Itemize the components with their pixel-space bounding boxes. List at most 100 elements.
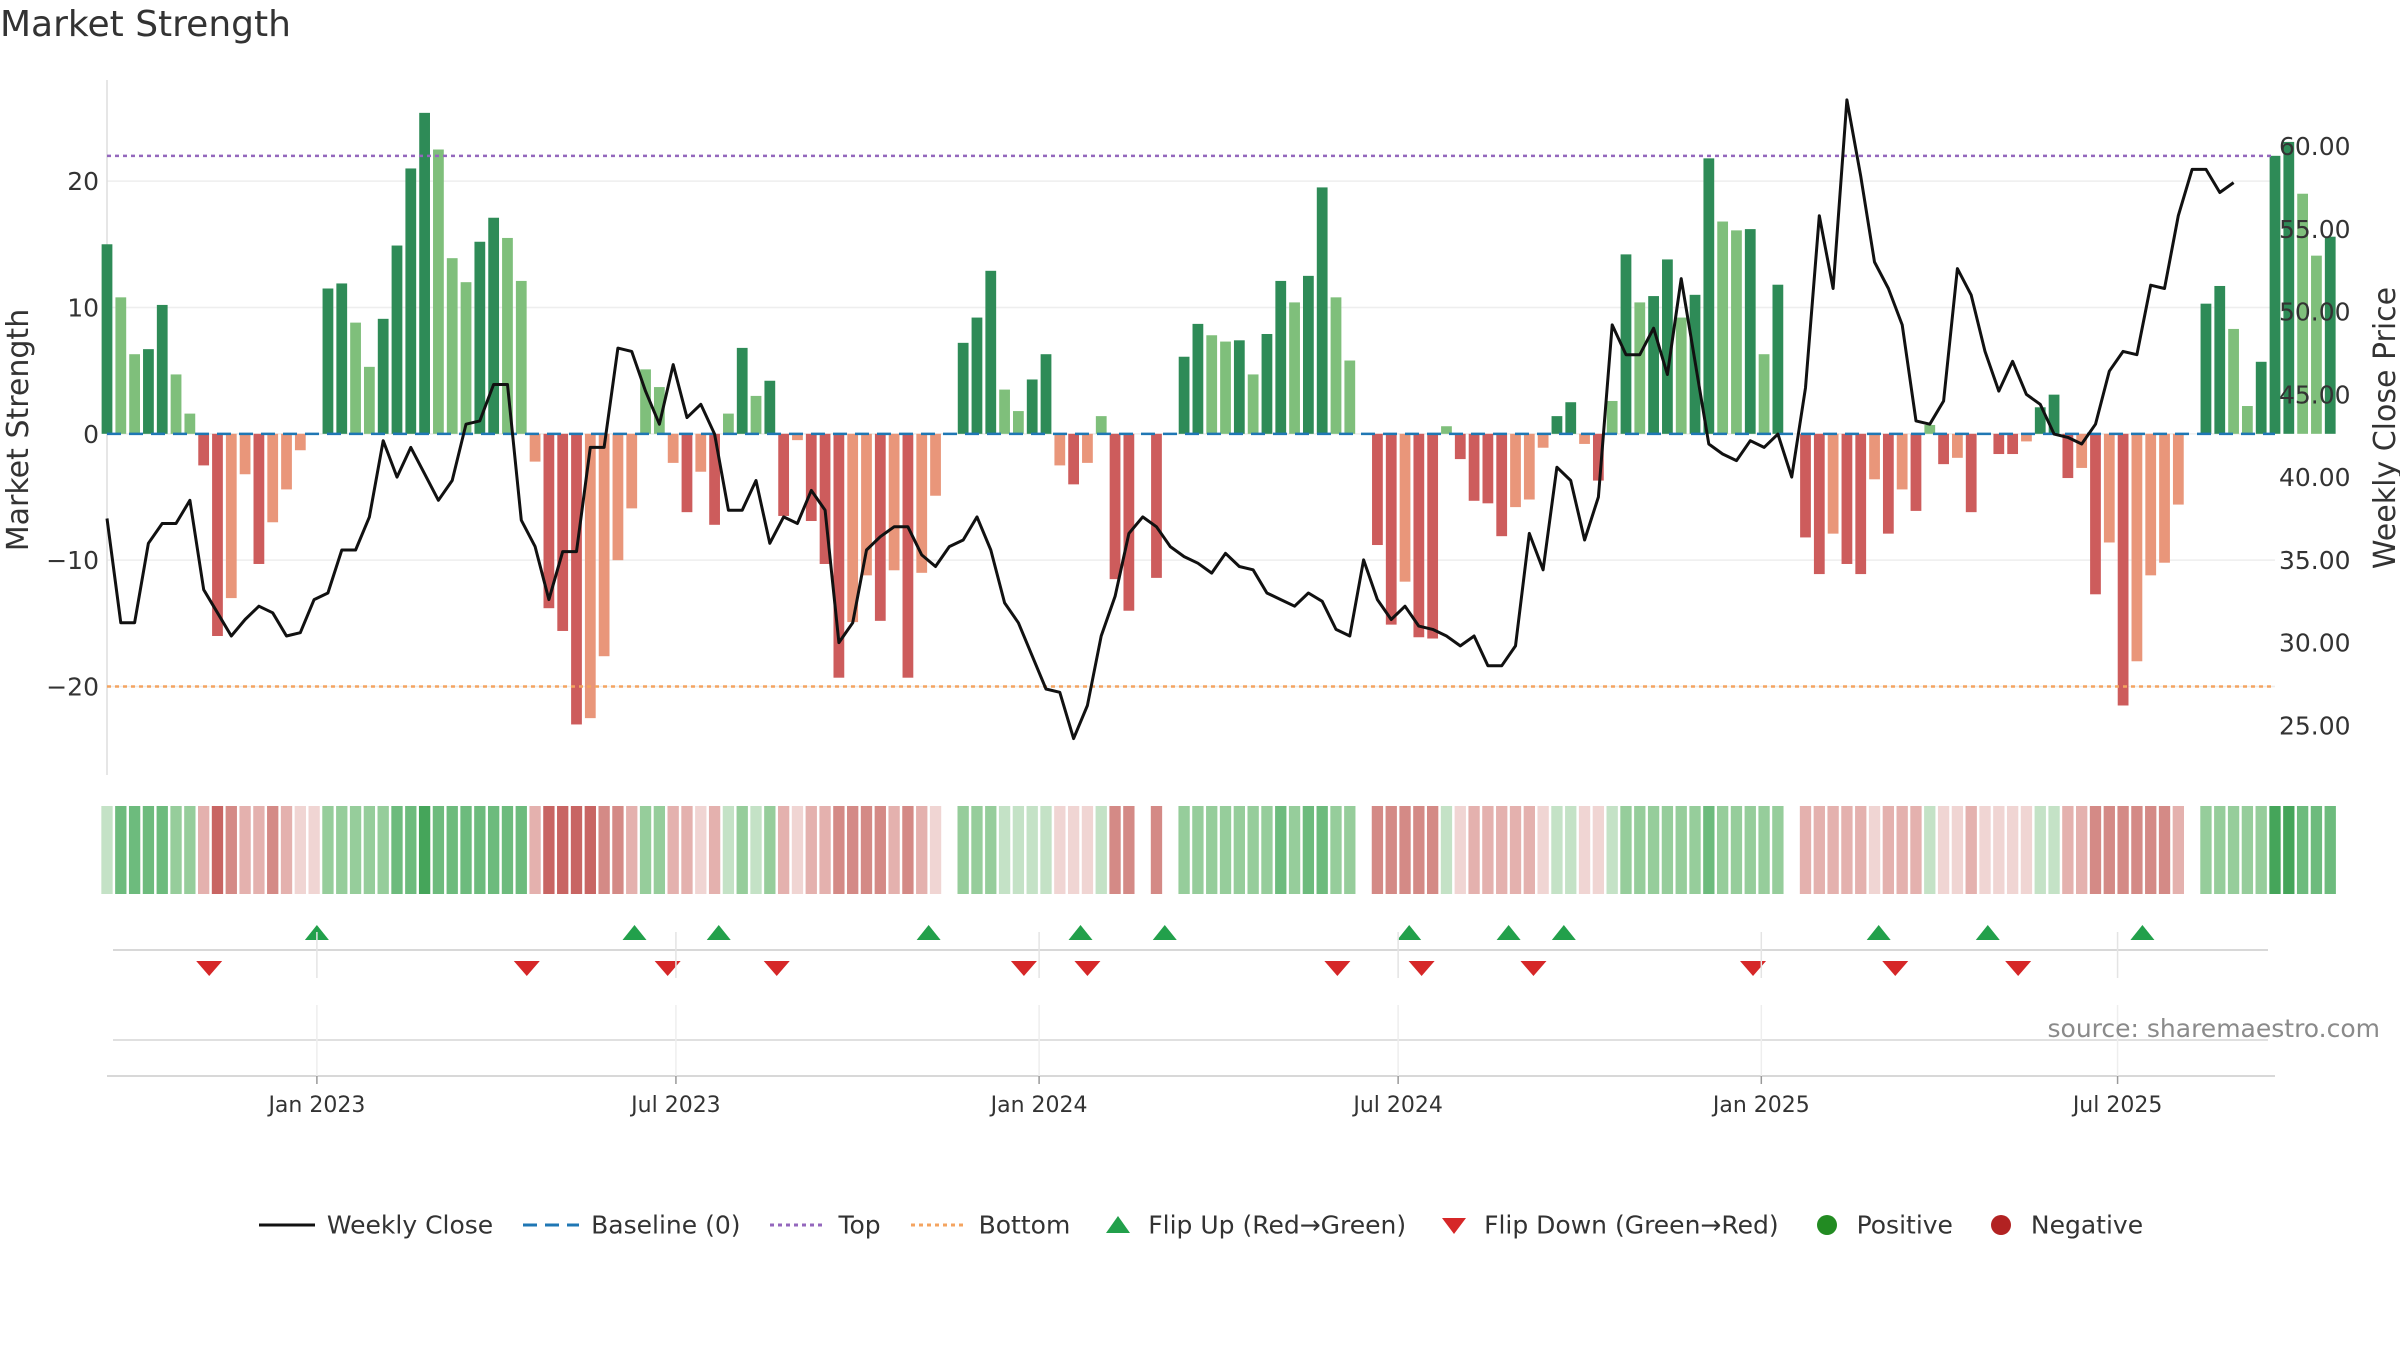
state-cell [349, 806, 362, 894]
state-cell [626, 806, 638, 894]
weekly-close-line [105, 98, 2235, 741]
legend-label: Positive [1856, 1210, 1953, 1240]
strength-bar [2200, 303, 2212, 434]
state-cell [1951, 806, 1964, 894]
strength-bar [888, 433, 900, 571]
strength-bar [695, 433, 707, 472]
strength-bar [1882, 433, 1894, 534]
state-cell [2324, 806, 2336, 894]
strength-bar [446, 258, 458, 434]
flip-down-icon [1324, 961, 1351, 976]
state-cell [1026, 806, 1038, 894]
strength-bar [156, 304, 168, 434]
state-strip [101, 806, 2336, 894]
x-tick-label: Jan 2025 [1711, 1093, 1810, 1118]
state-cell [1344, 806, 1356, 894]
state-cell [1482, 806, 1494, 894]
state-cell [681, 806, 693, 894]
state-cell [1233, 806, 1245, 894]
state-cell [460, 806, 472, 894]
state-cell [695, 806, 707, 894]
strength-bar [405, 168, 417, 434]
state-cell [418, 806, 431, 894]
state-cell [777, 806, 790, 894]
strength-bar [2048, 394, 2060, 434]
strength-bar [2021, 433, 2032, 442]
state-cell [584, 806, 596, 894]
right-axis: 25.00 30.00 35.00 40.00 45.00 50.00 55.00 60.00 [2279, 132, 2351, 740]
strength-bar [488, 217, 500, 434]
state-cell [2131, 806, 2143, 894]
state-cell [1178, 806, 1190, 894]
legend-flip-up: Flip Up (Red→Green) [1098, 1209, 1407, 1240]
x-tick-label: Jan 2023 [266, 1093, 365, 1118]
state-cell [1855, 806, 1867, 894]
legend-bottom: Bottom [909, 1209, 1070, 1239]
strength-bar [1703, 158, 1715, 434]
state-cell [1192, 806, 1204, 894]
x-tick-label: Jul 2023 [629, 1093, 721, 1118]
state-cell [501, 806, 514, 894]
strength-bar [1813, 433, 1825, 575]
strength-bar [129, 354, 141, 434]
strength-bar [612, 433, 624, 561]
y-tick-label: 0 [83, 420, 99, 449]
strength-bar [2172, 433, 2184, 505]
legend-label: Flip Up (Red→Green) [1148, 1210, 1407, 1240]
y-axis-label: Market Strength [1, 309, 36, 551]
state-cell [1523, 806, 1535, 894]
strength-bar [543, 433, 555, 609]
legend-label: Weekly Close [326, 1210, 494, 1240]
strength-bar [1965, 433, 1977, 513]
strength-bar [1827, 433, 1839, 534]
strength-bar [792, 433, 803, 441]
strength-bar [1344, 360, 1356, 434]
state-cell [819, 806, 831, 894]
state-cell [1924, 806, 1936, 894]
flip-down-icon [196, 961, 223, 976]
state-cell [405, 806, 417, 894]
y2-tick-label: 45.00 [2279, 380, 2351, 409]
state-cell [598, 806, 610, 894]
flip-up-icon [622, 925, 647, 940]
strength-bar [2145, 433, 2157, 576]
state-cell [708, 806, 721, 894]
state-cell [791, 806, 804, 894]
legend-baseline: Baseline (0) [521, 1209, 741, 1239]
state-cell [446, 806, 458, 894]
strength-bar [2062, 433, 2074, 479]
legend-weekly-close: Weekly Close [257, 1209, 494, 1240]
state-cell [902, 806, 914, 894]
strength-bar [2007, 433, 2019, 455]
line-swatch-icon [258, 1223, 315, 1227]
flip-up-icon [1551, 925, 1576, 940]
state-cell [1454, 806, 1466, 894]
strength-bar [957, 342, 969, 434]
x-tick-label: Jan 2024 [989, 1093, 1088, 1118]
y2-tick-label: 60.00 [2279, 132, 2351, 161]
state-cell [874, 806, 886, 894]
state-cell [557, 806, 569, 894]
strength-bar [1123, 433, 1135, 611]
strength-bar [723, 413, 734, 434]
strength-bar [2159, 433, 2170, 563]
strength-bar [778, 433, 790, 516]
state-cell [1040, 806, 1052, 894]
flip-down-icon [1520, 961, 1547, 976]
flip-down-icon [654, 961, 681, 976]
strength-bar [294, 433, 306, 451]
state-cell [1426, 806, 1439, 894]
strength-bar [1192, 323, 1204, 434]
flip-down-icon [1882, 961, 1909, 976]
state-cell [736, 806, 748, 894]
state-cell [667, 806, 679, 894]
y2-tick-label: 35.00 [2279, 546, 2351, 575]
strength-bar [336, 283, 348, 434]
strength-bar [1372, 433, 1383, 546]
state-cell [1275, 806, 1287, 894]
state-cell [1772, 806, 1784, 894]
state-cell [929, 806, 942, 894]
legend: Weekly Close Baseline (0) Top Bottom Fli… [0, 1208, 2400, 1239]
flip-down-icon [1074, 961, 1101, 976]
state-cell [1937, 806, 1950, 894]
